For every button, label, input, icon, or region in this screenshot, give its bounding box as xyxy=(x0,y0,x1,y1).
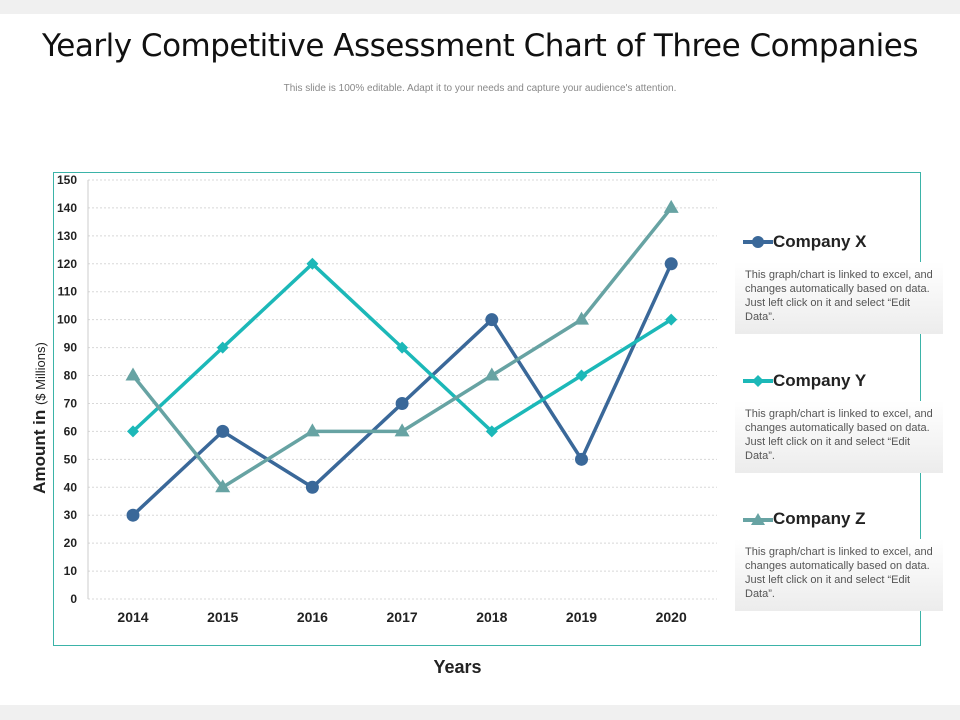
data-point xyxy=(665,313,678,326)
y-tick-label: 150 xyxy=(57,173,77,187)
y-tick-label: 90 xyxy=(64,341,78,355)
x-tick-label: 2014 xyxy=(117,609,148,625)
data-point xyxy=(306,257,319,270)
data-point xyxy=(127,425,139,438)
y-tick-label: 40 xyxy=(64,480,78,494)
y-tick-label: 140 xyxy=(57,201,77,215)
x-tick-label: 2016 xyxy=(297,609,328,625)
x-tick-label: 2019 xyxy=(566,609,597,625)
y-tick-label: 80 xyxy=(64,369,78,383)
legend-company-x: Company X This graph/chart is linked to … xyxy=(735,230,943,334)
diamond-marker-icon xyxy=(743,375,773,387)
data-point xyxy=(394,423,410,437)
top-bar xyxy=(0,0,960,14)
y-axis-label-unit: ($ Millions) xyxy=(33,342,48,406)
page-subtitle: This slide is 100% editable. Adapt it to… xyxy=(283,83,677,94)
x-tick-label: 2018 xyxy=(476,609,507,625)
data-point xyxy=(126,508,140,522)
y-tick-label: 60 xyxy=(64,424,78,438)
data-point xyxy=(216,341,229,354)
legend-description: This graph/chart is linked to excel, and… xyxy=(735,539,943,611)
legend-company-y: Company Y This graph/chart is linked to … xyxy=(735,369,943,473)
y-axis-label: Amount in ($ Millions) xyxy=(30,342,50,494)
data-point xyxy=(484,367,500,381)
data-point xyxy=(663,199,679,213)
y-tick-label: 130 xyxy=(57,229,77,243)
data-point xyxy=(216,424,230,438)
y-tick-label: 70 xyxy=(64,396,78,410)
data-point xyxy=(485,425,498,438)
data-point xyxy=(304,423,320,437)
page-title: Yearly Competitive Assessment Chart of T… xyxy=(41,28,919,64)
legend-description: This graph/chart is linked to excel, and… xyxy=(735,401,943,473)
data-point xyxy=(396,341,409,354)
x-tick-label: 2015 xyxy=(207,609,238,625)
legend-description: This graph/chart is linked to excel, and… xyxy=(735,262,943,334)
data-point xyxy=(125,367,141,381)
data-point xyxy=(664,257,678,271)
data-point xyxy=(395,396,409,410)
legend-label: Company X xyxy=(773,232,867,251)
y-tick-label: 20 xyxy=(64,536,78,550)
bottom-bar xyxy=(0,705,960,720)
y-tick-label: 100 xyxy=(57,313,77,327)
data-point xyxy=(575,452,588,466)
data-point xyxy=(305,480,319,494)
legend-company-z: Company Z This graph/chart is linked to … xyxy=(735,507,943,611)
y-tick-label: 10 xyxy=(64,564,78,578)
y-tick-label: 110 xyxy=(58,285,78,299)
x-tick-label: 2017 xyxy=(387,609,418,625)
x-axis-label: Years xyxy=(433,657,482,677)
legend-label: Company Y xyxy=(773,371,867,390)
y-tick-label: 120 xyxy=(57,257,77,271)
data-point xyxy=(575,369,588,382)
y-tick-label: 0 xyxy=(70,592,77,606)
y-axis-label-main: Amount in xyxy=(30,409,49,494)
y-tick-label: 50 xyxy=(64,452,78,466)
x-tick-label: 2020 xyxy=(656,609,687,625)
y-tick-label: 30 xyxy=(64,508,78,522)
data-point xyxy=(574,311,589,325)
data-point xyxy=(485,313,499,327)
triangle-marker-icon xyxy=(743,513,773,525)
circle-marker-icon xyxy=(743,236,773,248)
legend-label: Company Z xyxy=(773,509,866,528)
data-point xyxy=(215,479,231,493)
